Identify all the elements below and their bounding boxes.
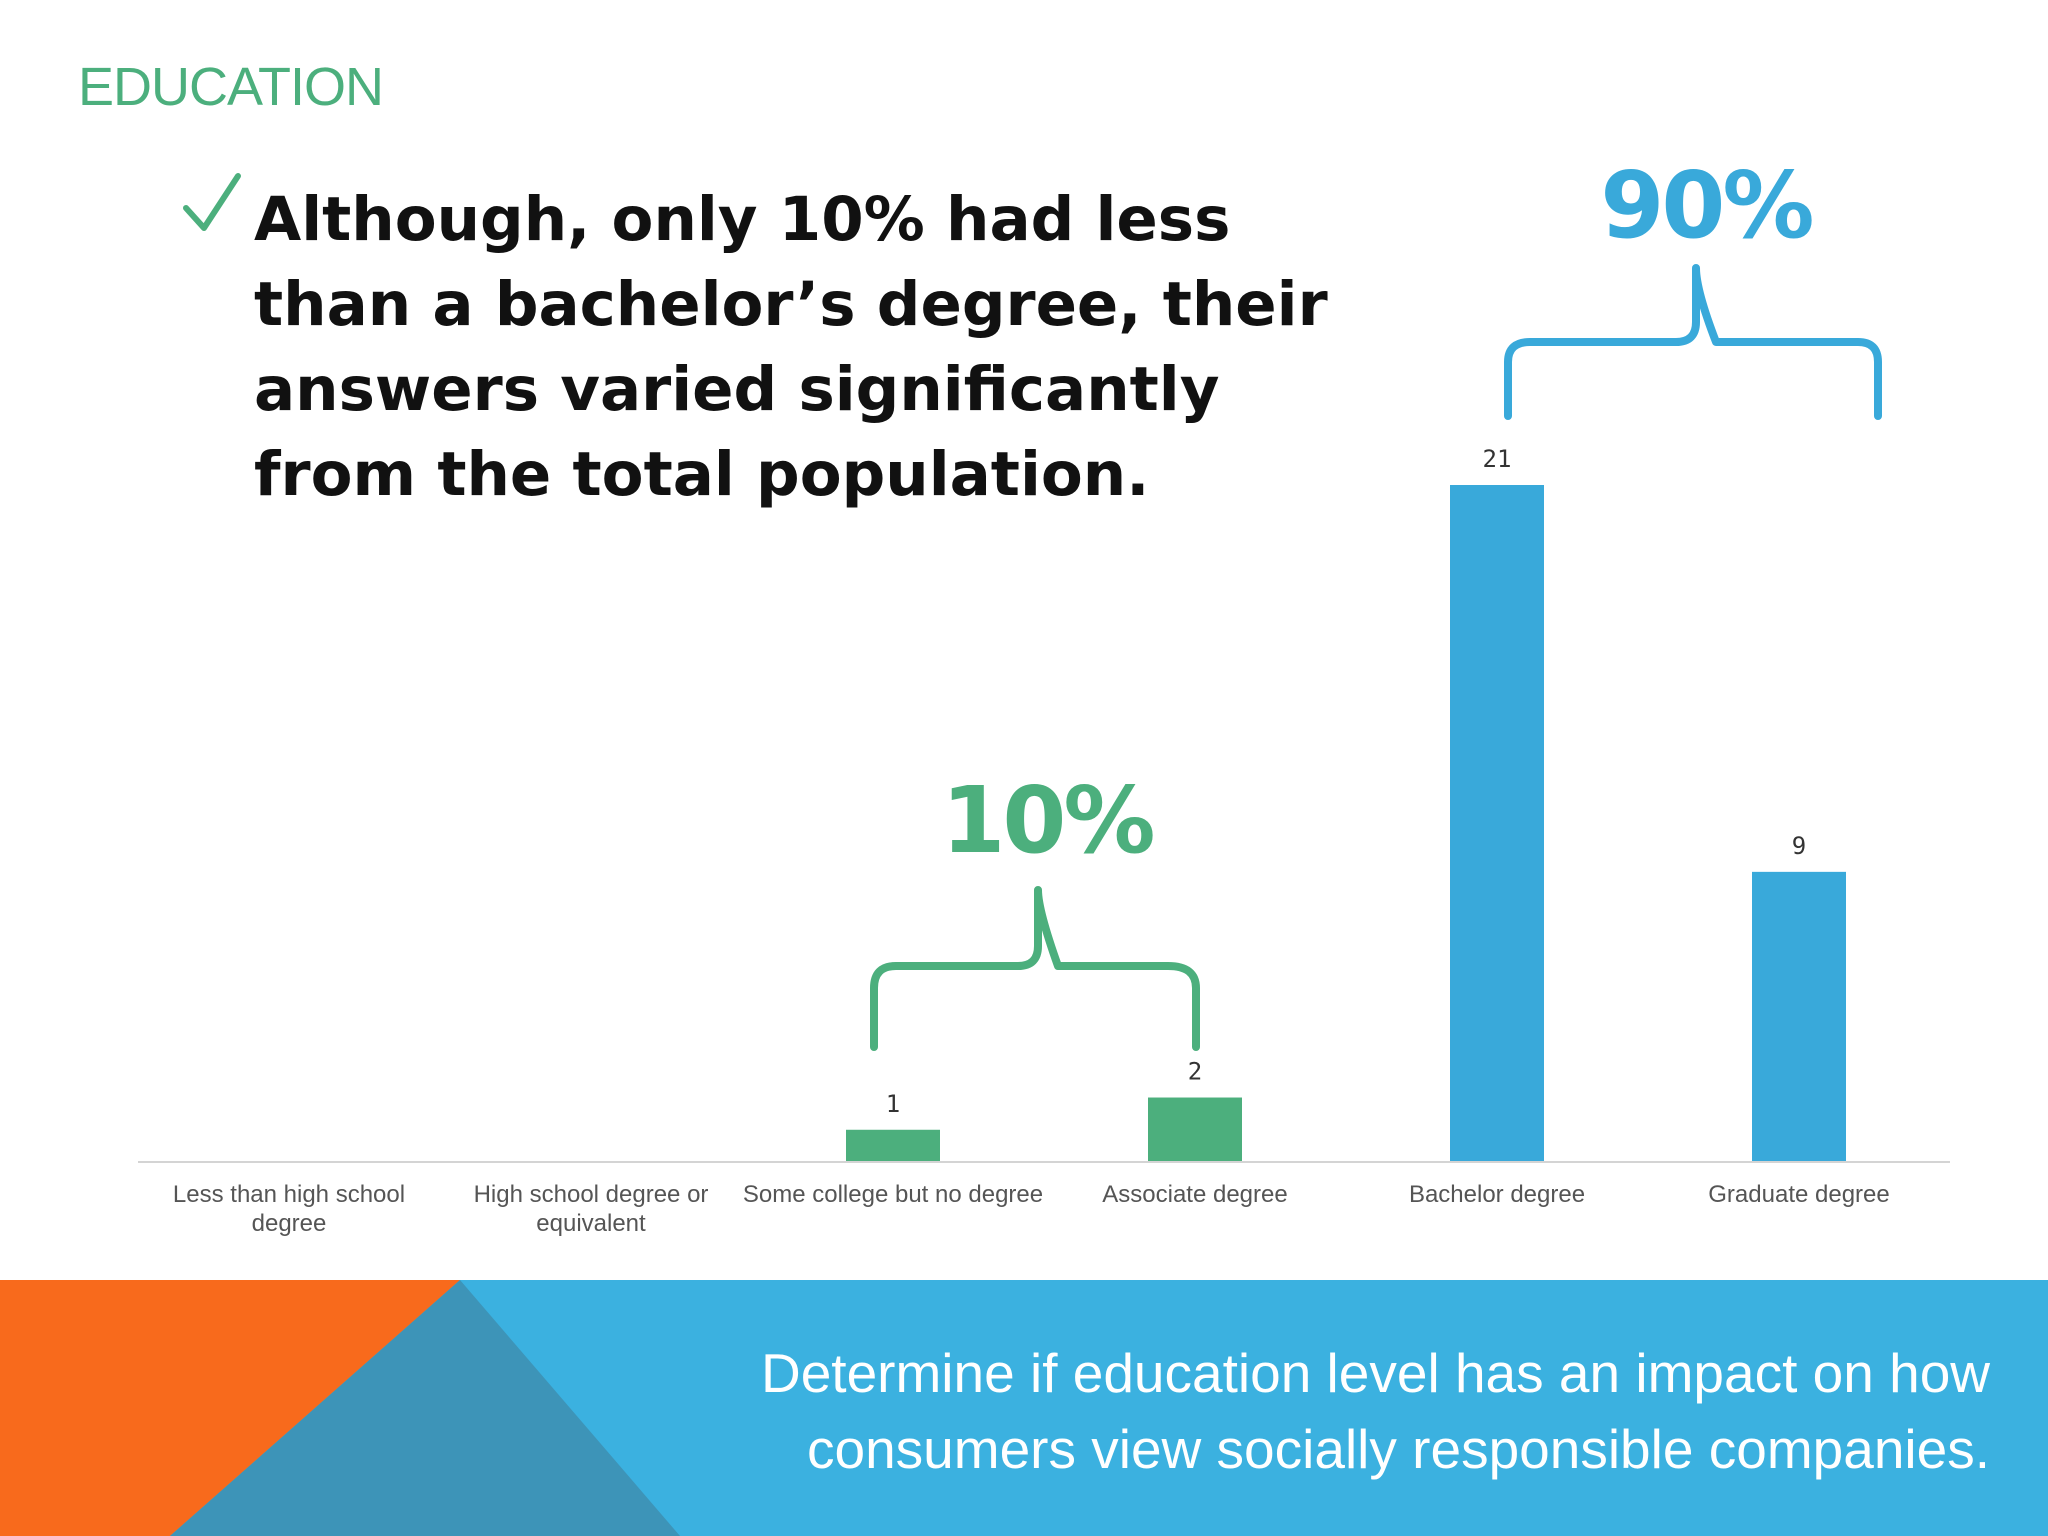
category-label: High school degree or	[474, 1181, 709, 1208]
bar	[1148, 1097, 1242, 1162]
data-label: 9	[1792, 832, 1806, 860]
category-label: Some college but no degree	[743, 1181, 1043, 1208]
bullet-line: answers varied significantly	[254, 354, 1219, 425]
category-label: degree	[252, 1210, 327, 1237]
bar	[1450, 485, 1544, 1162]
category-label: equivalent	[536, 1210, 646, 1237]
footer-text: Determine if education level has an impa…	[760, 1342, 1990, 1480]
category-label: Less than high school	[173, 1181, 405, 1208]
bullet-text: Although, only 10% had less than a bache…	[254, 184, 1328, 510]
bullet-line: than a bachelor’s degree, their	[254, 269, 1328, 340]
bars-group	[846, 485, 1846, 1162]
bar	[846, 1129, 940, 1162]
category-label: Bachelor degree	[1409, 1181, 1585, 1208]
footer-dark-triangle	[170, 1280, 680, 1536]
category-label: Associate degree	[1102, 1181, 1287, 1208]
footer-band	[0, 1280, 2048, 1536]
bullet-line: Although, only 10% had less	[254, 184, 1230, 255]
data-label: 2	[1188, 1058, 1202, 1086]
bracket-90-percent	[1504, 264, 1882, 420]
slide-title: EDUCATION	[78, 57, 384, 117]
data-label: 21	[1483, 445, 1512, 473]
annotation-10-percent: 10%	[941, 767, 1153, 874]
bullet-line: from the total population.	[254, 439, 1149, 510]
bar	[1752, 871, 1846, 1162]
checkmark-icon	[183, 173, 241, 231]
bracket-10-percent	[870, 886, 1200, 1051]
category-label: Graduate degree	[1708, 1181, 1889, 1208]
footer-orange-shape	[0, 1280, 460, 1536]
data-label: 1	[886, 1090, 900, 1118]
data-labels-group: 1 2 21 9	[886, 445, 1806, 1118]
annotation-90-percent: 90%	[1600, 152, 1812, 259]
